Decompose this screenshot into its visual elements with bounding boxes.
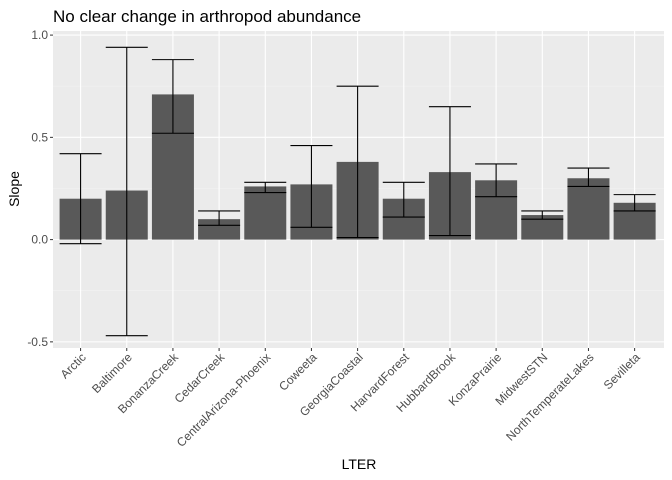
- error-bars: [59, 46, 656, 337]
- error-bar-HarvardForest: [382, 181, 425, 218]
- x-tick-label: Sevilleta: [601, 350, 643, 392]
- error-bar-NorthTemperateLakes: [567, 167, 610, 187]
- error-bar-CentralArizona-Phoenix: [244, 181, 287, 194]
- bar-NorthTemperateLakes: [567, 178, 610, 240]
- error-bar-MidwestSTN: [521, 210, 564, 220]
- y-tick-label: -0.5: [27, 335, 48, 349]
- x-tick-label: NorthTemperateLakes: [503, 350, 596, 443]
- y-axis-title: Slope: [6, 171, 22, 207]
- y-tick-label: 0.5: [31, 130, 48, 144]
- y-axis: -0.5 0.0 0.5 1.0: [27, 28, 53, 349]
- bar-CentralArizona-Phoenix: [244, 186, 287, 240]
- x-axis: Arctic BaltimoreBonanzaCreekCedarCreekCen…: [58, 348, 643, 450]
- error-bar-Arctic: [59, 153, 102, 245]
- chart-title: No clear change in arthropod abundance: [53, 7, 361, 26]
- error-bar-HubbardBrook: [428, 106, 471, 237]
- error-bar-KonzaPrairie: [475, 163, 518, 198]
- x-tick-label: Arctic: [58, 350, 89, 381]
- error-bar-GeorgiaCoastal: [336, 85, 379, 239]
- x-tick-label: Coweeta: [276, 350, 320, 394]
- error-bar-Coweeta: [290, 144, 333, 228]
- y-tick-label: 1.0: [31, 28, 48, 42]
- x-axis-title: LTER: [342, 456, 377, 472]
- error-bar-Baltimore: [105, 46, 148, 337]
- x-tick-label: Baltimore: [89, 350, 135, 396]
- bar-CedarCreek: [198, 219, 241, 240]
- x-tick-label: CentralArizona-Phoenix: [174, 350, 274, 450]
- error-bar-CedarCreek: [198, 210, 241, 226]
- error-bar-Sevilleta: [613, 194, 656, 212]
- error-bar-BonanzaCreek: [151, 59, 194, 134]
- y-tick-label: 0.0: [31, 233, 48, 247]
